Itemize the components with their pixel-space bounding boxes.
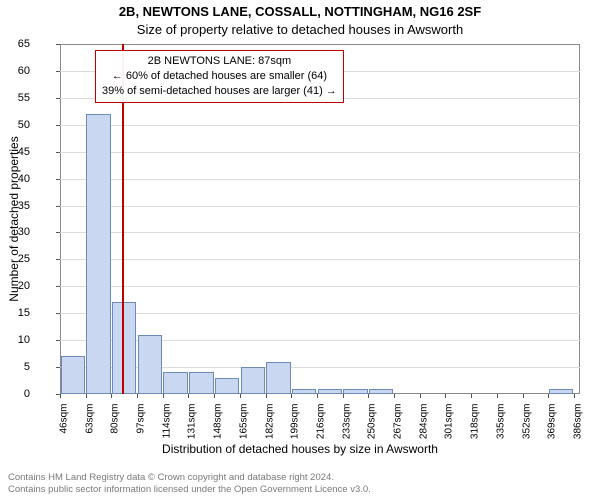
- histogram-bar: [369, 389, 393, 394]
- xtick-mark: [266, 394, 267, 398]
- histogram-bar: [343, 389, 367, 394]
- xtick-mark: [574, 394, 575, 398]
- xtick-mark: [497, 394, 498, 398]
- histogram-bar: [189, 372, 213, 394]
- ytick-label: 15: [0, 307, 30, 319]
- copyright-text: Contains HM Land Registry data © Crown c…: [8, 472, 371, 496]
- xtick-mark: [548, 394, 549, 398]
- xtick-mark: [86, 394, 87, 398]
- ytick-label: 60: [0, 65, 30, 77]
- ytick-label: 35: [0, 200, 30, 212]
- xtick-mark: [420, 394, 421, 398]
- xtick-mark: [394, 394, 395, 398]
- annotation-box: 2B NEWTONS LANE: 87sqm← 60% of detached …: [95, 50, 344, 103]
- ytick-label: 20: [0, 280, 30, 292]
- xtick-mark: [111, 394, 112, 398]
- ytick-label: 0: [0, 388, 30, 400]
- chart-title-line2: Size of property relative to detached ho…: [0, 22, 600, 37]
- xtick-mark: [523, 394, 524, 398]
- histogram-bar: [86, 114, 110, 394]
- annotation-line: 39% of semi-detached houses are larger (…: [102, 84, 337, 99]
- histogram-bar: [61, 356, 85, 394]
- histogram-bar: [292, 389, 316, 394]
- xtick-mark: [368, 394, 369, 398]
- annotation-line: 2B NEWTONS LANE: 87sqm: [102, 54, 337, 69]
- copyright-line1: Contains HM Land Registry data © Crown c…: [8, 472, 371, 484]
- xtick-mark: [137, 394, 138, 398]
- xtick-mark: [471, 394, 472, 398]
- xtick-mark: [343, 394, 344, 398]
- plot-area: 2B NEWTONS LANE: 87sqm← 60% of detached …: [60, 44, 580, 394]
- ytick-label: 50: [0, 119, 30, 131]
- xtick-mark: [291, 394, 292, 398]
- ytick-label: 10: [0, 334, 30, 346]
- histogram-bar: [215, 378, 239, 394]
- ytick-label: 55: [0, 92, 30, 104]
- histogram-bar: [112, 302, 136, 394]
- ytick-label: 45: [0, 146, 30, 158]
- xtick-mark: [60, 394, 61, 398]
- ytick-label: 25: [0, 253, 30, 265]
- xtick-mark: [240, 394, 241, 398]
- xtick-mark: [317, 394, 318, 398]
- chart-container: 2B, NEWTONS LANE, COSSALL, NOTTINGHAM, N…: [0, 0, 600, 500]
- xtick-mark: [163, 394, 164, 398]
- x-axis-label: Distribution of detached houses by size …: [0, 442, 600, 456]
- y-axis-label: Number of detached properties: [7, 136, 21, 301]
- copyright-line2: Contains public sector information licen…: [8, 484, 371, 496]
- histogram-bar: [241, 367, 265, 394]
- histogram-bar: [138, 335, 162, 394]
- annotation-line: ← 60% of detached houses are smaller (64…: [102, 69, 337, 84]
- ytick-label: 5: [0, 361, 30, 373]
- histogram-bar: [266, 362, 290, 394]
- xtick-mark: [445, 394, 446, 398]
- histogram-bar: [549, 389, 573, 394]
- histogram-bar: [163, 372, 187, 394]
- ytick-label: 30: [0, 226, 30, 238]
- xtick-mark: [188, 394, 189, 398]
- ytick-label: 40: [0, 173, 30, 185]
- chart-title-line1: 2B, NEWTONS LANE, COSSALL, NOTTINGHAM, N…: [0, 4, 600, 19]
- histogram-bar: [318, 389, 342, 394]
- ytick-label: 65: [0, 38, 30, 50]
- xtick-mark: [214, 394, 215, 398]
